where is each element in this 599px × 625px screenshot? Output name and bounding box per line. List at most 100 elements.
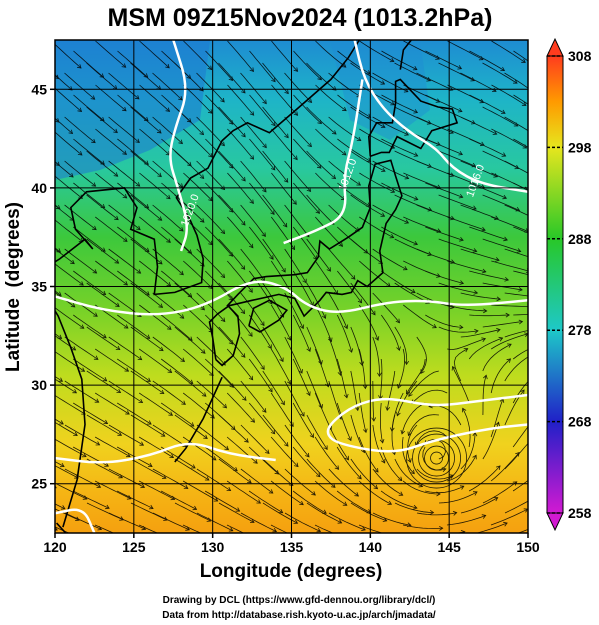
streamline-arrowhead <box>235 507 241 512</box>
streamline <box>152 72 183 101</box>
streamline <box>94 436 131 457</box>
streamline <box>130 458 167 479</box>
streamline <box>73 314 107 339</box>
streamline <box>130 62 161 90</box>
streamline <box>337 50 371 75</box>
streamline <box>468 465 501 492</box>
streamline-arrowhead <box>242 396 247 401</box>
streamline <box>55 74 73 91</box>
streamline-arrowhead <box>449 172 455 177</box>
streamline <box>182 392 215 419</box>
streamline-arrowhead <box>502 194 508 200</box>
streamline-arrowhead <box>316 164 322 169</box>
streamline <box>73 138 105 165</box>
streamline <box>490 508 528 526</box>
streamline-arrowhead <box>529 354 533 358</box>
streamline <box>64 336 99 360</box>
streamline-arrowhead <box>77 151 83 156</box>
streamline-arrowhead <box>95 441 101 446</box>
streamline-arrowhead <box>80 367 86 372</box>
streamline-arrowhead <box>535 134 539 138</box>
streamline <box>381 50 418 70</box>
streamline-arrowhead <box>192 505 198 511</box>
streamline <box>447 172 485 189</box>
streamline-arrowhead <box>408 392 413 397</box>
streamline-arrowhead <box>306 347 311 353</box>
streamline <box>73 535 110 550</box>
streamline-arrowhead <box>122 106 127 112</box>
streamline-arrowhead <box>534 372 538 376</box>
streamline <box>380 446 403 481</box>
streamline-arrowhead <box>356 181 362 186</box>
streamline-arrowhead <box>305 452 310 458</box>
streamline <box>117 94 149 122</box>
streamline-arrowhead <box>373 484 379 490</box>
streamline <box>293 50 322 80</box>
streamline <box>336 446 362 480</box>
streamline-arrowhead <box>427 207 433 212</box>
streamline-arrowhead <box>143 116 149 122</box>
streamline <box>240 204 266 237</box>
streamline <box>284 160 311 192</box>
streamline <box>406 358 426 395</box>
streamline-arrowhead <box>213 497 219 502</box>
coast-shikoku <box>248 299 289 333</box>
streamline-arrowhead <box>79 281 84 286</box>
streamline <box>446 455 477 482</box>
streamline <box>314 524 334 533</box>
streamline <box>284 512 321 532</box>
streamline-arrowhead <box>344 455 349 461</box>
streamline-arrowhead <box>343 393 349 399</box>
streamline <box>491 40 526 63</box>
streamline <box>452 366 470 404</box>
streamline-arrowhead <box>122 194 128 199</box>
streamline <box>306 194 335 225</box>
streamline <box>416 248 455 263</box>
streamline <box>55 528 58 531</box>
streamline-arrowhead <box>114 215 119 221</box>
streamline <box>86 62 118 90</box>
streamline <box>218 502 255 523</box>
x-tick-label: 130 <box>201 539 225 555</box>
streamline-arrowhead <box>326 546 330 550</box>
streamline <box>204 358 234 388</box>
streamline-arrowhead <box>500 66 506 71</box>
credit-line-1: Drawing by DCL (https://www.gfd-dennou.o… <box>163 595 436 606</box>
streamline <box>381 94 418 113</box>
streamline <box>314 392 332 430</box>
streamline-arrowhead <box>331 174 337 180</box>
x-tick-label: 135 <box>280 539 304 555</box>
streamline <box>86 326 121 350</box>
streamline-arrowhead <box>379 438 385 444</box>
streamline-arrowhead <box>262 99 267 105</box>
streamline <box>372 292 400 323</box>
colorbar-tick-label: 298 <box>568 139 592 155</box>
streamline-arrowhead <box>124 367 130 372</box>
streamline <box>425 182 463 198</box>
streamline-arrowhead <box>495 465 501 470</box>
streamline-arrowhead <box>136 269 142 274</box>
colorbar-gradient <box>546 55 564 514</box>
streamline <box>249 138 276 171</box>
streamline-arrowhead <box>47 227 51 231</box>
streamline-arrowhead <box>293 519 299 524</box>
streamline <box>407 424 418 463</box>
streamline <box>337 138 371 162</box>
streamline <box>359 260 391 287</box>
streamline-arrowhead <box>47 184 51 188</box>
streamline-arrowhead <box>331 483 336 488</box>
streamline <box>490 358 511 394</box>
streamline <box>328 512 366 531</box>
streamline-arrowhead <box>220 141 225 147</box>
streamline-arrowhead <box>493 497 499 502</box>
streamline <box>284 292 304 329</box>
streamline <box>425 485 464 494</box>
streamline-arrowhead <box>407 458 412 463</box>
streamline-arrowhead <box>134 95 140 100</box>
x-tick-label: 145 <box>437 539 461 555</box>
streamline <box>416 116 454 134</box>
streamline <box>446 515 486 526</box>
streamline <box>248 358 273 393</box>
streamline <box>401 436 415 474</box>
streamline <box>55 394 86 415</box>
